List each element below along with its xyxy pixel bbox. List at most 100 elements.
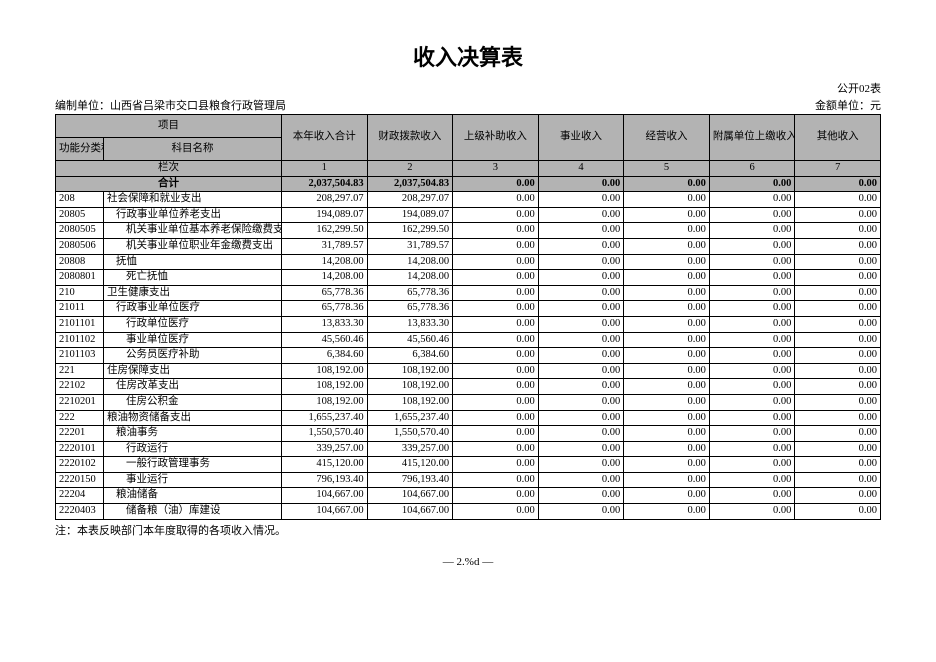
cell-value: 65,778.36 [282, 301, 368, 317]
cell-code: 2210201 [56, 394, 104, 410]
cell-name: 事业运行 [104, 472, 282, 488]
cell-value: 0.00 [709, 254, 795, 270]
cell-code: 2080505 [56, 223, 104, 239]
hdr-project: 项目 [56, 115, 282, 138]
cell-value: 108,192.00 [367, 394, 453, 410]
table-row: 208社会保障和就业支出208,297.07208,297.070.000.00… [56, 192, 881, 208]
cell-name: 卫生健康支出 [104, 285, 282, 301]
cell-value: 0.00 [624, 207, 710, 223]
cell-value: 0.00 [538, 285, 624, 301]
cell-value: 0.00 [453, 363, 539, 379]
cell-code: 22102 [56, 379, 104, 395]
cell-value: 162,299.50 [282, 223, 368, 239]
cell-value: 0.00 [709, 316, 795, 332]
cell-value: 0.00 [453, 426, 539, 442]
cell-value: 0.00 [709, 394, 795, 410]
cell-value: 0.00 [709, 410, 795, 426]
table-row: 210卫生健康支出65,778.3665,778.360.000.000.000… [56, 285, 881, 301]
hdr-c4: 事业收入 [538, 115, 624, 161]
cell-name: 死亡抚恤 [104, 270, 282, 286]
cell-value: 31,789.57 [282, 238, 368, 254]
cell-value: 1,550,570.40 [282, 426, 368, 442]
cell-value: 0.00 [538, 363, 624, 379]
cell-name: 住房改革支出 [104, 379, 282, 395]
cell-value: 0.00 [538, 441, 624, 457]
cell-value: 0.00 [453, 223, 539, 239]
total-cell: 0.00 [453, 176, 539, 192]
cell-name: 一般行政管理事务 [104, 457, 282, 473]
cell-code: 2220403 [56, 504, 104, 520]
cell-code: 221 [56, 363, 104, 379]
total-cell: 0.00 [795, 176, 881, 192]
cell-value: 0.00 [709, 457, 795, 473]
table-row: 221住房保障支出108,192.00108,192.000.000.000.0… [56, 363, 881, 379]
cell-value: 0.00 [795, 426, 881, 442]
page-number: — 2.%d — [55, 556, 881, 568]
cell-value: 0.00 [795, 410, 881, 426]
cell-value: 108,192.00 [282, 394, 368, 410]
meta-top: 公开02表 [55, 80, 881, 96]
cell-value: 0.00 [795, 348, 881, 364]
table-row: 2101102事业单位医疗45,560.4645,560.460.000.000… [56, 332, 881, 348]
cell-name: 行政事业单位养老支出 [104, 207, 282, 223]
meta-row: 编制单位：山西省吕梁市交口县粮食行政管理局 金额单位：元 [55, 97, 881, 113]
cell-code: 2220101 [56, 441, 104, 457]
cell-value: 0.00 [624, 457, 710, 473]
cell-value: 0.00 [709, 348, 795, 364]
cell-value: 108,192.00 [367, 379, 453, 395]
cell-value: 0.00 [624, 316, 710, 332]
cell-value: 0.00 [453, 270, 539, 286]
cell-value: 0.00 [795, 301, 881, 317]
colnum: 4 [538, 161, 624, 177]
cell-value: 0.00 [795, 472, 881, 488]
cell-name: 住房公积金 [104, 394, 282, 410]
cell-value: 0.00 [624, 504, 710, 520]
cell-value: 0.00 [709, 488, 795, 504]
table-header-row: 项目 本年收入合计 财政拨款收入 上级补助收入 事业收入 经营收入 附属单位上缴… [56, 115, 881, 138]
total-label: 合计 [56, 176, 282, 192]
cell-code: 22201 [56, 426, 104, 442]
table-row: 2220101行政运行339,257.00339,257.000.000.000… [56, 441, 881, 457]
cell-code: 21011 [56, 301, 104, 317]
cell-name: 抚恤 [104, 254, 282, 270]
cell-value: 0.00 [795, 379, 881, 395]
cell-value: 0.00 [538, 192, 624, 208]
cell-value: 0.00 [709, 332, 795, 348]
cell-value: 0.00 [709, 301, 795, 317]
cell-value: 104,667.00 [367, 488, 453, 504]
cell-value: 108,192.00 [282, 363, 368, 379]
cell-value: 1,550,570.40 [367, 426, 453, 442]
cell-value: 0.00 [538, 270, 624, 286]
cell-code: 2101101 [56, 316, 104, 332]
cell-value: 0.00 [709, 207, 795, 223]
cell-value: 0.00 [624, 192, 710, 208]
table-row: 20808抚恤14,208.0014,208.000.000.000.000.0… [56, 254, 881, 270]
cell-name: 住房保障支出 [104, 363, 282, 379]
cell-name: 粮油物资储备支出 [104, 410, 282, 426]
cell-value: 0.00 [624, 363, 710, 379]
cell-name: 行政事业单位医疗 [104, 301, 282, 317]
cell-value: 0.00 [453, 207, 539, 223]
cell-value: 0.00 [538, 301, 624, 317]
cell-code: 222 [56, 410, 104, 426]
cell-value: 0.00 [795, 270, 881, 286]
income-table: 项目 本年收入合计 财政拨款收入 上级补助收入 事业收入 经营收入 附属单位上缴… [55, 114, 881, 520]
table-row: 2210201住房公积金108,192.00108,192.000.000.00… [56, 394, 881, 410]
cell-value: 0.00 [453, 472, 539, 488]
cell-value: 0.00 [538, 410, 624, 426]
table-row: 2101101行政单位医疗13,833.3013,833.300.000.000… [56, 316, 881, 332]
cell-value: 108,192.00 [367, 363, 453, 379]
footnote: 注：本表反映部门本年度取得的各项收入情况。 [55, 522, 881, 538]
cell-value: 0.00 [624, 238, 710, 254]
cell-value: 0.00 [453, 285, 539, 301]
cell-value: 0.00 [538, 332, 624, 348]
cell-value: 0.00 [453, 348, 539, 364]
cell-value: 0.00 [709, 441, 795, 457]
page-title: 收入决算表 [55, 40, 881, 72]
cell-value: 0.00 [453, 441, 539, 457]
hdr-code: 功能分类科目编码 [56, 138, 104, 161]
cell-value: 14,208.00 [282, 270, 368, 286]
colnum: 5 [624, 161, 710, 177]
cell-value: 0.00 [795, 457, 881, 473]
colnum: 1 [282, 161, 368, 177]
